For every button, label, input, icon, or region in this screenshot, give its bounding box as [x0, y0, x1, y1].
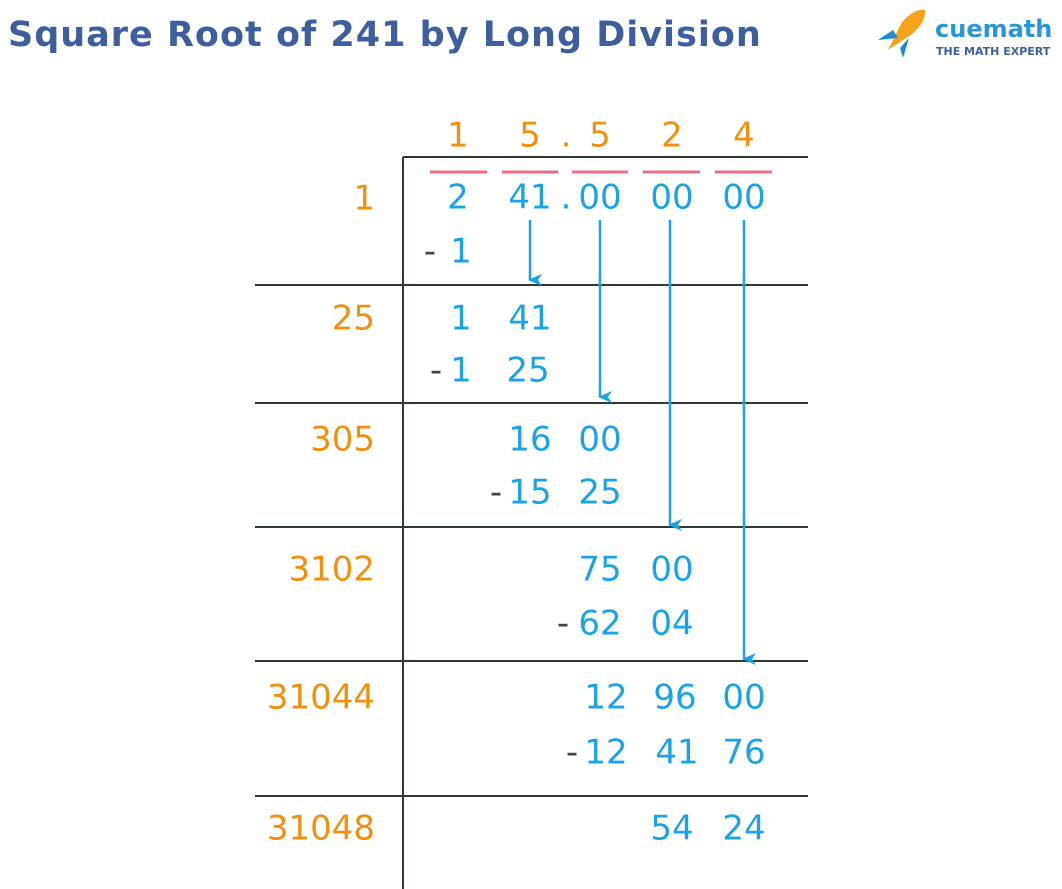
minus-sign: - — [490, 473, 502, 513]
logo: cuemath THE MATH EXPERT — [878, 9, 1052, 58]
divisor: 3102 — [288, 550, 375, 590]
minus-sign: - — [566, 733, 578, 773]
subtracted-digits: 25 — [578, 473, 621, 513]
subtracted-digits: 76 — [722, 733, 765, 773]
dividend-digit: 2 — [447, 178, 469, 218]
division-frame — [255, 156, 808, 889]
minus-sign: - — [557, 604, 569, 644]
subtracted-digits: 25 — [506, 351, 549, 391]
minus-sign: - — [424, 232, 436, 272]
dividend-digit: 00 — [578, 178, 621, 218]
minus-sign: - — [430, 351, 442, 391]
remainder-digits: 12 — [584, 678, 627, 718]
quotient-digit: 5 — [589, 116, 611, 156]
remainder-digits: 75 — [578, 550, 621, 590]
dividend-digit: . — [561, 178, 572, 218]
remainder-digits: 1 — [450, 299, 472, 339]
quotient-digit: 4 — [733, 116, 755, 156]
title: Square Root of 241 by Long Division — [8, 15, 762, 55]
subtracted-digits: 1 — [450, 351, 472, 391]
dividend-digit: 41 — [508, 178, 551, 218]
dividend-digit: 00 — [650, 178, 693, 218]
remainder-digits: 96 — [653, 678, 696, 718]
rocket-fins — [878, 30, 909, 58]
subtracted-digits: 12 — [584, 733, 627, 773]
logo-tagline: THE MATH EXPERT — [936, 45, 1051, 58]
subtracted-digits: 15 — [508, 473, 551, 513]
logo-brand: cuemath — [935, 15, 1052, 43]
remainder-digits: 24 — [722, 809, 765, 849]
remainder-digits: 00 — [578, 420, 621, 460]
divisor: 31048 — [267, 809, 375, 849]
divisor: 25 — [332, 299, 375, 339]
subtracted-digits: 1 — [450, 232, 472, 272]
divisor: 305 — [310, 420, 375, 460]
subtracted-digits: 62 — [578, 604, 621, 644]
remainder-digits: 54 — [650, 809, 693, 849]
remainder-digits: 00 — [722, 678, 765, 718]
divisor: 31044 — [267, 678, 375, 718]
remainder-digits: 16 — [508, 420, 551, 460]
quotient-digit: . — [561, 116, 572, 156]
quotient-digit: 1 — [447, 116, 469, 156]
dividend-digit: 00 — [722, 178, 765, 218]
subtracted-digits: 04 — [650, 604, 693, 644]
quotient-digit: 5 — [519, 116, 541, 156]
subtracted-digits: 41 — [655, 733, 698, 773]
remainder-digits: 41 — [508, 299, 551, 339]
remainder-digits: 00 — [650, 550, 693, 590]
divisor: 1 — [353, 179, 375, 219]
rocket-body — [888, 9, 926, 50]
quotient-digit: 2 — [661, 116, 683, 156]
